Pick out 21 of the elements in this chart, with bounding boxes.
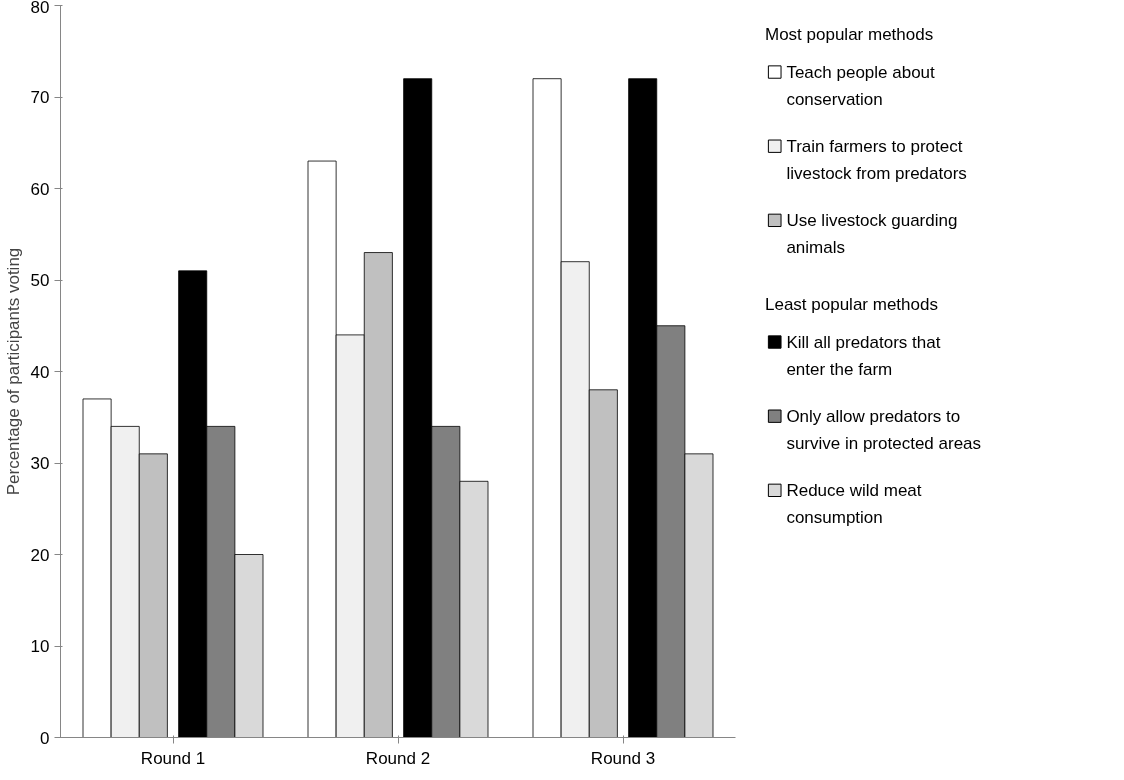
y-tick-label: 30 bbox=[30, 454, 50, 473]
y-tick-label: 60 bbox=[30, 179, 50, 199]
y-tick-label: 50 bbox=[30, 271, 50, 290]
y-tick-label: 40 bbox=[30, 362, 50, 382]
legend-label: Reduce wild meat consumption bbox=[786, 480, 922, 528]
x-tick-label: Round 1 bbox=[140, 748, 206, 768]
legend-label: Only allow predators to survive in protected areas bbox=[786, 406, 982, 454]
legend-label: Teach people about conservation bbox=[786, 62, 936, 110]
y-tick-label: 0 bbox=[40, 728, 50, 748]
y-axis-title: Percentage of participants voting bbox=[3, 247, 23, 496]
text: Least popular methods bbox=[764, 294, 938, 314]
legend-title: Most popular methods bbox=[764, 24, 934, 44]
y-tick-label: 20 bbox=[30, 545, 50, 565]
legend-label: Use livestock guarding animals bbox=[786, 210, 958, 258]
legend-label: Train farmers to protect livestock from predators bbox=[786, 136, 967, 184]
y-tick-label: 10 bbox=[30, 637, 50, 656]
x-tick-label: Round 3 bbox=[590, 748, 656, 768]
y-tick-label: 80 bbox=[30, 0, 50, 17]
legend-label: Kill all predators that enter the farm bbox=[786, 332, 941, 380]
x-tick-label: Round 2 bbox=[365, 748, 431, 768]
y-tick-label: 70 bbox=[30, 88, 50, 107]
